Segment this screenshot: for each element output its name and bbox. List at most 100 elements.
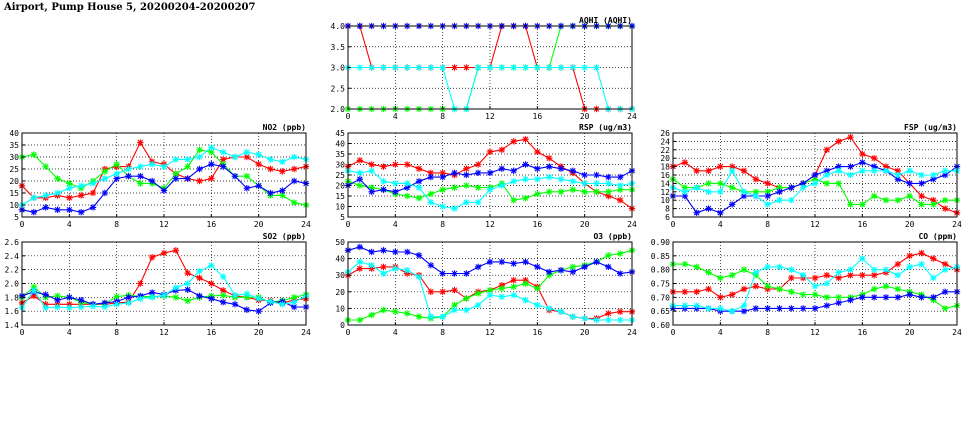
data-point	[137, 295, 144, 302]
data-point	[534, 285, 541, 292]
data-point	[368, 262, 375, 269]
x-tick-label: 8	[440, 328, 445, 337]
y-tick-label: 1.4	[5, 321, 20, 330]
data-point	[137, 280, 144, 287]
data-point	[859, 159, 866, 166]
x-tick-label: 4	[718, 220, 723, 229]
data-point	[380, 64, 387, 71]
chart-title: AQHI (AQHI)	[579, 16, 632, 25]
series-3	[18, 161, 310, 216]
data-point	[243, 149, 251, 156]
data-point	[498, 64, 506, 71]
data-point	[172, 175, 180, 182]
y-tick-label: 40	[335, 255, 345, 264]
y-tick-label: 0.70	[651, 293, 670, 302]
data-point	[522, 280, 529, 287]
x-tick-label: 0	[346, 328, 351, 337]
data-point	[172, 294, 180, 301]
data-point	[451, 270, 458, 277]
data-point	[255, 307, 262, 315]
y-tick-label: 30	[335, 161, 345, 170]
y-tick-label: 6	[665, 213, 670, 222]
data-point	[427, 313, 435, 320]
data-point	[208, 149, 215, 156]
data-point	[693, 184, 700, 191]
y-tick-label: 10	[660, 196, 670, 205]
data-point	[740, 302, 748, 309]
data-point	[717, 180, 724, 187]
data-point	[823, 280, 831, 287]
data-point	[605, 263, 612, 271]
data-point	[510, 178, 517, 185]
data-point	[776, 263, 783, 271]
y-tick-label: 20	[335, 288, 345, 297]
data-point	[693, 302, 700, 309]
data-point	[882, 266, 890, 273]
data-point	[534, 165, 541, 172]
chart-so2: 0 4 8 12 16 20 24 1.4 1.6 1.8 2.0 2.2 2.4 2.6 SO2 (ppb…	[5, 232, 311, 337]
data-point	[66, 185, 73, 192]
data-point	[534, 301, 541, 309]
data-point	[427, 173, 435, 181]
data-point	[930, 255, 937, 262]
data-point	[811, 176, 819, 183]
x-tick-label: 12	[810, 328, 820, 337]
data-point	[451, 286, 458, 294]
data-point	[474, 169, 482, 177]
data-point	[184, 286, 191, 293]
data-point	[290, 177, 298, 185]
data-point	[160, 187, 168, 194]
data-point	[705, 305, 712, 312]
data-point	[463, 270, 470, 277]
data-point	[894, 171, 902, 179]
series-4	[18, 262, 310, 311]
data-point	[717, 305, 724, 312]
data-point	[859, 255, 866, 262]
data-point	[930, 274, 937, 282]
data-point	[439, 313, 446, 320]
data-point	[882, 294, 890, 301]
data-point	[764, 201, 771, 208]
x-tick-label: 20	[254, 220, 264, 229]
data-point	[474, 301, 482, 309]
data-point	[510, 167, 517, 174]
data-point	[77, 192, 85, 199]
y-tick-label: 20	[335, 182, 345, 191]
data-point	[728, 184, 736, 191]
data-point	[835, 138, 842, 145]
y-tick-label: 35	[9, 141, 19, 150]
data-point	[368, 311, 375, 319]
y-tick-label: 2.0	[5, 280, 20, 289]
data-point	[835, 167, 842, 174]
data-point	[101, 168, 109, 175]
data-point	[823, 146, 831, 153]
data-point	[918, 201, 925, 208]
data-point	[605, 252, 612, 259]
data-point	[859, 201, 866, 208]
data-point	[941, 205, 949, 212]
data-point	[255, 295, 262, 302]
chart-co: 0 4 8 12 16 20 24 0.60 0.65 0.70 0.75 0.80 0.85 0.90 C…	[651, 232, 962, 337]
x-tick-label: 16	[533, 328, 543, 337]
data-point	[681, 260, 689, 268]
x-tick-label: 20	[905, 328, 915, 337]
data-point	[859, 167, 866, 174]
data-point	[66, 206, 73, 213]
data-point	[255, 151, 262, 158]
data-point	[941, 266, 949, 273]
data-point	[451, 64, 458, 71]
data-point	[894, 167, 902, 174]
data-point	[356, 64, 364, 71]
y-tick-label: 0.65	[651, 307, 670, 316]
data-point	[522, 161, 529, 168]
data-point	[581, 263, 588, 271]
y-tick-label: 2.2	[5, 266, 20, 275]
data-point	[486, 169, 494, 177]
data-point	[740, 167, 748, 174]
data-point	[290, 294, 298, 301]
data-point	[474, 263, 482, 271]
x-tick-label: 8	[765, 220, 770, 229]
data-point	[66, 294, 73, 301]
data-point	[811, 171, 819, 179]
x-tick-label: 0	[671, 220, 676, 229]
